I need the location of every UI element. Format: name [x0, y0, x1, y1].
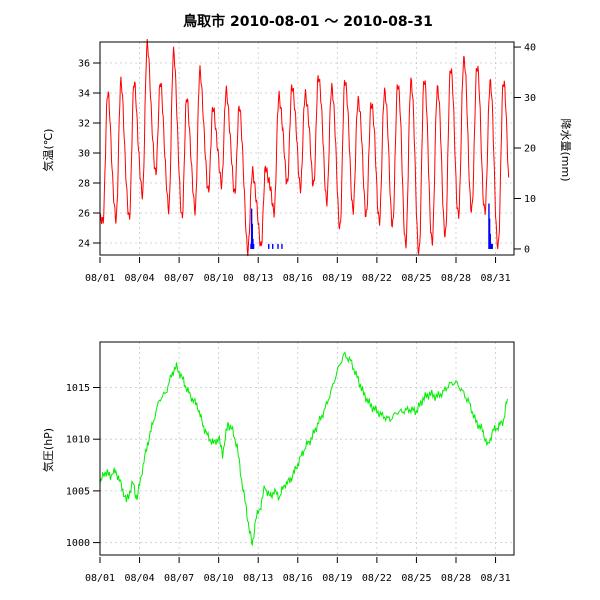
x-tick-label: 08/04 — [124, 573, 154, 584]
x-tick-label: 08/28 — [441, 573, 471, 584]
x-tick-label: 08/07 — [164, 573, 194, 584]
x-tick-label: 08/25 — [401, 273, 431, 284]
x-tick-label: 08/13 — [243, 573, 273, 584]
pressure-plot-frame — [99, 341, 515, 556]
y-tick-label: 1015 — [66, 383, 90, 394]
temperature-y-axis-label: 気温(℃) — [41, 129, 55, 172]
temperature-series-line — [99, 38, 510, 257]
y2-tick-label: 20 — [524, 143, 536, 154]
temperature-x-axis: 08/01 08/04 08/07 08/10 08/13 08/16 08/19 08/22… — [85, 257, 511, 284]
y-tick-label: 30 — [78, 149, 90, 160]
y-tick-label: 34 — [78, 89, 90, 100]
temperature-plot-frame — [99, 41, 515, 256]
x-tick-label: 08/01 — [85, 273, 115, 284]
temperature-grid — [99, 42, 514, 255]
y-tick-label: 32 — [78, 119, 90, 130]
y-tick-label: 28 — [78, 179, 90, 190]
x-tick-label: 08/16 — [283, 273, 313, 284]
x-tick-label: 08/22 — [362, 573, 392, 584]
x-tick-label: 08/10 — [204, 573, 234, 584]
precipitation-y-axis: 0 10 20 30 40 — [514, 43, 536, 255]
x-tick-label: 08/19 — [322, 573, 352, 584]
pressure-y-axis: 1000 1005 1010 1015 — [66, 383, 100, 549]
x-tick-label: 08/01 — [85, 573, 115, 584]
x-tick-label: 08/04 — [124, 273, 154, 284]
pressure-x-axis: 08/01 08/04 08/07 08/10 08/13 08/16 08/19 08/22… — [85, 557, 511, 584]
x-tick-label: 08/31 — [480, 273, 510, 284]
pressure-y-axis-label: 気圧(hP) — [41, 428, 55, 472]
y2-tick-label: 40 — [524, 43, 536, 54]
precipitation-y-axis-label: 降水量(mm) — [559, 118, 573, 181]
y-tick-label: 24 — [78, 239, 90, 250]
y2-tick-label: 10 — [524, 194, 536, 205]
chart-title: 鳥取市 2010-08-01 ～ 2010-08-31 — [183, 13, 433, 30]
x-tick-label: 08/13 — [243, 273, 273, 284]
x-tick-label: 08/10 — [204, 273, 234, 284]
x-tick-label: 08/16 — [283, 573, 313, 584]
precipitation-bars — [250, 203, 493, 249]
pressure-series-line — [99, 351, 508, 547]
y-tick-label: 1010 — [66, 435, 90, 446]
y2-tick-label: 30 — [524, 93, 536, 104]
pressure-grid — [99, 342, 514, 555]
temperature-panel: 24 26 28 30 32 34 36 0 10 20 30 40 08/01 08/04 08/07… — [41, 38, 573, 284]
y2-tick-label: 0 — [524, 244, 530, 255]
x-tick-label: 08/28 — [441, 273, 471, 284]
y-tick-label: 26 — [78, 209, 90, 220]
x-tick-label: 08/31 — [480, 573, 510, 584]
y-tick-label: 36 — [78, 59, 90, 70]
x-tick-label: 08/07 — [164, 273, 194, 284]
y-tick-label: 1000 — [66, 538, 90, 549]
temperature-y-axis: 24 26 28 30 32 34 36 — [78, 59, 100, 250]
x-tick-label: 08/19 — [322, 273, 352, 284]
x-tick-label: 08/25 — [401, 573, 431, 584]
y-tick-label: 1005 — [66, 486, 90, 497]
x-tick-label: 08/22 — [362, 273, 392, 284]
